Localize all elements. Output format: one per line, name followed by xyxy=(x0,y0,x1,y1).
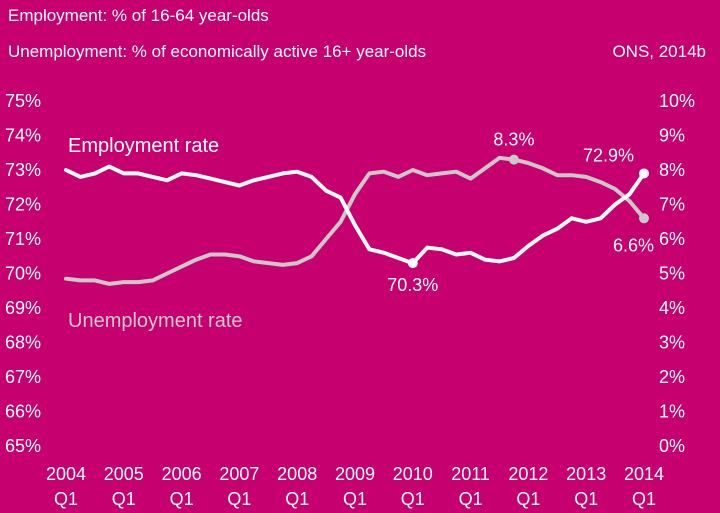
right-tick-label: 7% xyxy=(659,195,685,215)
x-tick-quarter: Q1 xyxy=(112,489,136,509)
annotation-label: 8.3% xyxy=(493,130,534,150)
subtitle-employment: Employment: % of 16-64 year-olds xyxy=(8,6,269,25)
x-tick-year: 2012 xyxy=(508,464,548,484)
left-tick-label: 68% xyxy=(5,333,41,353)
right-tick-label: 9% xyxy=(659,126,685,146)
subtitle-unemployment: Unemployment: % of economically active 1… xyxy=(8,42,427,61)
x-tick-year: 2004 xyxy=(46,464,86,484)
left-tick-label: 75% xyxy=(5,91,41,111)
left-tick-label: 66% xyxy=(5,402,41,422)
series-label-employment: Employment rate xyxy=(68,135,219,157)
x-tick-year: 2007 xyxy=(219,464,259,484)
unemployment-line xyxy=(64,155,646,286)
x-axis: 2004 Q1 2005 Q1 2006 Q1 2007 Q1 2008 Q1 2009 Q1 2010… xyxy=(46,464,664,509)
annotation-dot xyxy=(639,213,649,224)
right-tick-label: 8% xyxy=(659,160,685,180)
right-tick-label: 2% xyxy=(659,367,685,387)
x-tick-quarter: Q1 xyxy=(343,489,367,509)
x-tick-quarter: Q1 xyxy=(227,489,251,509)
employment-line xyxy=(64,164,646,266)
x-tick-year: 2008 xyxy=(277,464,317,484)
right-tick-label: 6% xyxy=(659,229,685,249)
x-tick-quarter: Q1 xyxy=(401,489,425,509)
left-tick-label: 71% xyxy=(5,229,41,249)
x-tick-quarter: Q1 xyxy=(170,489,194,509)
annotation-markers: 70.3% 72.9% 8.3% 6.6% xyxy=(387,130,654,296)
annotation-dot xyxy=(407,258,418,269)
annotation-dot xyxy=(639,168,649,179)
right-tick-label: 10% xyxy=(659,91,695,111)
x-tick-year: 2009 xyxy=(335,464,375,484)
right-tick-label: 4% xyxy=(659,298,685,318)
left-tick-label: 74% xyxy=(5,126,41,146)
annotation-label: 6.6% xyxy=(613,235,654,255)
left-tick-label: 70% xyxy=(5,264,41,284)
left-tick-label: 65% xyxy=(5,436,41,456)
right-tick-label: 3% xyxy=(659,333,685,353)
source-citation: ONS, 2014b xyxy=(612,42,706,61)
left-tick-label: 73% xyxy=(5,160,41,180)
series-label-unemployment: Unemployment rate xyxy=(68,310,243,332)
annotation-label: 70.3% xyxy=(387,275,438,295)
right-tick-label: 0% xyxy=(659,436,685,456)
left-axis: 65% 66% 67% 68% 69% 70% 71% 72% 73% 74% 75% xyxy=(5,91,41,456)
x-tick-quarter: Q1 xyxy=(285,489,309,509)
series-lines xyxy=(64,155,646,286)
annotation-label: 72.9% xyxy=(583,145,634,165)
left-tick-label: 72% xyxy=(5,195,41,215)
left-tick-label: 67% xyxy=(5,367,41,387)
x-tick-quarter: Q1 xyxy=(574,489,598,509)
right-tick-label: 5% xyxy=(659,264,685,284)
x-tick-quarter: Q1 xyxy=(54,489,78,509)
x-tick-year: 2011 xyxy=(451,464,490,484)
right-tick-label: 1% xyxy=(659,402,685,422)
annotation-dot xyxy=(508,154,519,165)
x-tick-year: 2014 xyxy=(624,464,664,484)
right-axis: 0% 1% 2% 3% 4% 5% 6% 7% 8% 9% 10% xyxy=(659,91,695,456)
x-tick-quarter: Q1 xyxy=(516,489,540,509)
x-tick-year: 2006 xyxy=(162,464,202,484)
left-tick-label: 69% xyxy=(5,298,41,318)
x-tick-quarter: Q1 xyxy=(632,489,656,509)
x-tick-year: 2010 xyxy=(393,464,433,484)
x-tick-year: 2005 xyxy=(104,464,144,484)
x-tick-quarter: Q1 xyxy=(459,489,483,509)
x-tick-year: 2013 xyxy=(566,464,606,484)
